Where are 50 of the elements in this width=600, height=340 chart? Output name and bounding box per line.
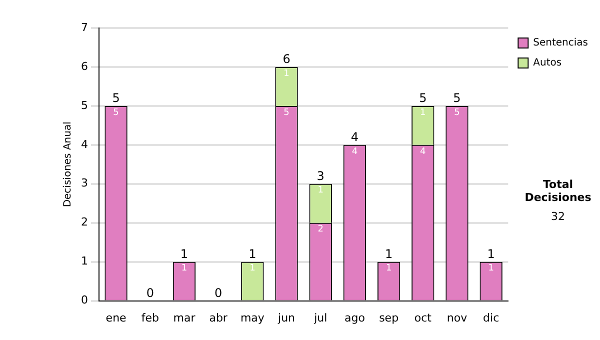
- data-label: 1: [250, 264, 256, 274]
- x-tick-label: mar: [173, 311, 196, 324]
- y-tick-label: 1: [81, 254, 88, 268]
- x-tick-label: abr: [209, 311, 228, 324]
- data-label: 1: [318, 186, 324, 196]
- y-axis-title: Decisiones Anual: [62, 122, 74, 208]
- y-tick-label: 2: [81, 216, 88, 229]
- x-tick-label: ene: [106, 311, 127, 324]
- total-label: 5: [419, 91, 427, 106]
- y-tick-label: 4: [81, 138, 88, 151]
- x-tick-label: nov: [446, 311, 468, 324]
- text: Total Decisiones: [524, 178, 592, 204]
- total-label: 1: [248, 246, 256, 261]
- x-tick-label: feb: [141, 311, 159, 324]
- total-label: 0: [146, 286, 154, 300]
- y-tick-label: 7: [81, 20, 88, 34]
- y-tick-label: 0: [81, 294, 88, 307]
- total-label: 5: [112, 91, 120, 106]
- data-label: 4: [420, 146, 426, 157]
- y-tick-label: 3: [81, 176, 88, 190]
- data-label: 1: [420, 108, 426, 118]
- total-label: 3: [316, 169, 324, 184]
- data-label: 1: [181, 264, 188, 274]
- legend-label: Sentencias: [533, 38, 588, 49]
- x-tick-label: ago: [344, 311, 366, 324]
- data-label: 5: [454, 108, 460, 118]
- x-tick-label: may: [240, 311, 265, 324]
- total-label: 1: [487, 246, 495, 261]
- data-label: 2: [318, 224, 324, 235]
- data-label: 1: [284, 68, 290, 79]
- data-label: 5: [284, 108, 290, 118]
- total-label: 0: [214, 286, 222, 300]
- total-label: 1: [180, 246, 188, 261]
- data-label: 1: [386, 264, 392, 274]
- x-tick-label: jul: [313, 311, 328, 324]
- y-tick-label: 5: [81, 98, 88, 112]
- x-tick-label: oct: [414, 311, 432, 324]
- data-label: 1: [488, 264, 494, 274]
- total-label: 6: [282, 52, 290, 66]
- text: 32: [550, 210, 566, 223]
- legend-label: Autos: [533, 58, 562, 69]
- x-tick-label: dic: [483, 311, 500, 324]
- x-tick-label: sep: [379, 311, 399, 324]
- total-label: 1: [384, 246, 393, 261]
- total-label: 4: [350, 130, 359, 144]
- data-label: 4: [352, 146, 358, 157]
- total-label: 5: [453, 91, 461, 106]
- y-tick-label: 6: [81, 60, 88, 73]
- x-tick-label: jun: [277, 311, 296, 324]
- data-label: 5: [113, 108, 119, 118]
